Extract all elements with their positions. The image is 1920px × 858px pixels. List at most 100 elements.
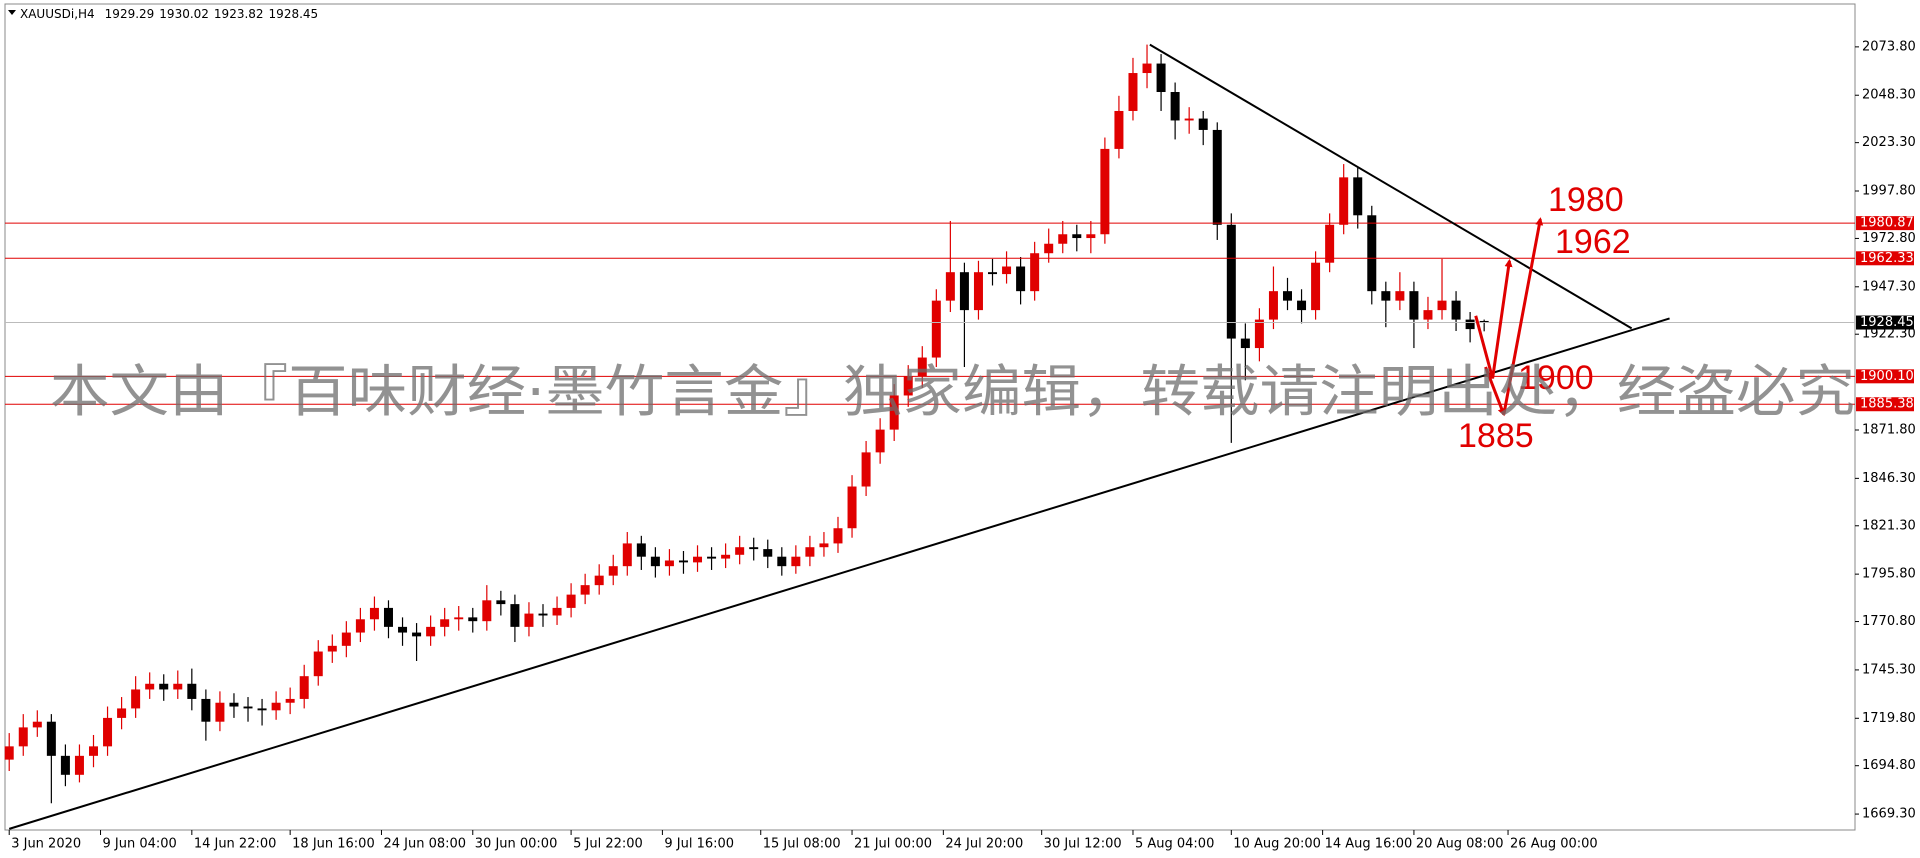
menu-triangle (8, 10, 16, 15)
candle-body (903, 376, 913, 396)
candle-body (201, 698, 211, 722)
candle-body (412, 632, 422, 637)
candle-body (369, 607, 379, 620)
candle-body (1030, 253, 1040, 292)
candle-body (917, 357, 927, 377)
x-tick-label: 9 Jul 16:00 (664, 837, 734, 852)
candle-body (496, 600, 506, 605)
low: 1923.82 (214, 7, 264, 21)
candle-body (159, 683, 169, 690)
candle-body (1353, 177, 1363, 216)
candle-body (327, 645, 337, 652)
candle-body (931, 300, 941, 358)
candle-body (650, 556, 660, 567)
candle-body (552, 607, 562, 616)
candle-body (271, 702, 281, 711)
candle-body (257, 708, 267, 711)
y-tick-label: 1694.80 (1862, 758, 1916, 773)
arrow (1484, 366, 1506, 417)
candle-body (1367, 215, 1377, 292)
annotation: 1962 (1555, 223, 1631, 261)
candle-body (678, 560, 688, 563)
y-tick-label: 2073.80 (1862, 39, 1916, 54)
x-tick-label: 10 Aug 20:00 (1233, 837, 1321, 852)
price-line-box (1856, 216, 1914, 231)
price-line-box (1856, 397, 1914, 412)
annotation: 1980 (1548, 181, 1624, 219)
x-tick-label: 15 Jul 08:00 (763, 837, 841, 852)
header: XAUUSDi,H4 1929.29 1930.02 1923.82 1928.45 (20, 7, 318, 21)
trendline (1149, 43, 1633, 330)
candle-body (889, 395, 899, 430)
current-price-box (1856, 315, 1914, 330)
candle-body (1437, 300, 1447, 311)
candle-body (1156, 63, 1166, 93)
candle-body (1409, 291, 1419, 320)
y-tick-label: 1846.30 (1862, 471, 1916, 486)
y-tick-label: 1795.80 (1862, 567, 1916, 582)
candle-body (707, 556, 717, 559)
candle-body (1282, 291, 1292, 301)
candle-body (861, 452, 871, 487)
x-tick-label: 3 Jun 2020 (11, 837, 81, 852)
close: 1928.45 (269, 7, 319, 21)
x-tick-label: 20 Aug 08:00 (1416, 837, 1504, 852)
candle-body (1226, 224, 1236, 339)
candle-body (749, 547, 759, 550)
candle-body (988, 272, 998, 275)
candle-body (103, 717, 113, 747)
candle-body (173, 683, 183, 690)
arrow (1502, 217, 1544, 415)
candle-body (959, 272, 969, 311)
candle-body (60, 755, 70, 775)
candle-body (1058, 234, 1068, 244)
candle-body (454, 617, 464, 620)
x-tick-label: 5 Aug 04:00 (1135, 837, 1214, 852)
candle-body (145, 683, 155, 690)
watermark: 本文由『百味财经·墨竹言金』独家编辑，转载请注明出处，经盗必究 (50, 360, 1855, 425)
x-tick-label: 30 Jun 00:00 (475, 837, 558, 852)
candle-body (1423, 310, 1433, 320)
high: 1930.02 (159, 7, 209, 21)
arrow (1474, 258, 1513, 379)
candle-body (1044, 243, 1054, 254)
candle-body (1311, 262, 1321, 311)
candle-body (805, 547, 815, 557)
x-tick-label: 24 Jul 20:00 (945, 837, 1023, 852)
y-tick-label: 1770.80 (1862, 614, 1916, 629)
candle-body (1002, 266, 1012, 275)
candle-body (215, 702, 225, 722)
y-tick-label: 1947.30 (1862, 279, 1916, 294)
candle-body (1465, 319, 1475, 330)
candle-body (398, 626, 408, 633)
candle-body (1086, 234, 1096, 239)
y-tick-label: 2048.30 (1862, 88, 1916, 103)
x-tick-label: 24 Jun 08:00 (383, 837, 466, 852)
y-tick-label: 1669.30 (1862, 807, 1916, 822)
candle-body (847, 486, 857, 529)
x-tick-label: 5 Jul 22:00 (573, 837, 643, 852)
candle-body (580, 585, 590, 595)
candle-body (1184, 118, 1194, 121)
candle-body (777, 556, 787, 567)
x-tick-label: 30 Jul 12:00 (1044, 837, 1122, 852)
price-line-box (1856, 251, 1914, 266)
candle-body (285, 698, 295, 703)
candle-body (426, 626, 436, 637)
price-line-box (1856, 369, 1914, 384)
x-tick-label: 14 Aug 16:00 (1325, 837, 1413, 852)
candle-body (1479, 320, 1489, 323)
x-tick-label: 14 Jun 22:00 (194, 837, 277, 852)
candle-body (1297, 300, 1307, 311)
candle-body (721, 554, 731, 559)
candle-body (973, 272, 983, 311)
candle-body (1100, 148, 1110, 235)
candle-body (1240, 338, 1250, 349)
candle-body (1395, 291, 1405, 301)
candle-body (1325, 224, 1335, 263)
candle-body (664, 560, 674, 567)
annotation: 1900 (1518, 359, 1594, 397)
y-tick-label: 1745.30 (1862, 662, 1916, 677)
